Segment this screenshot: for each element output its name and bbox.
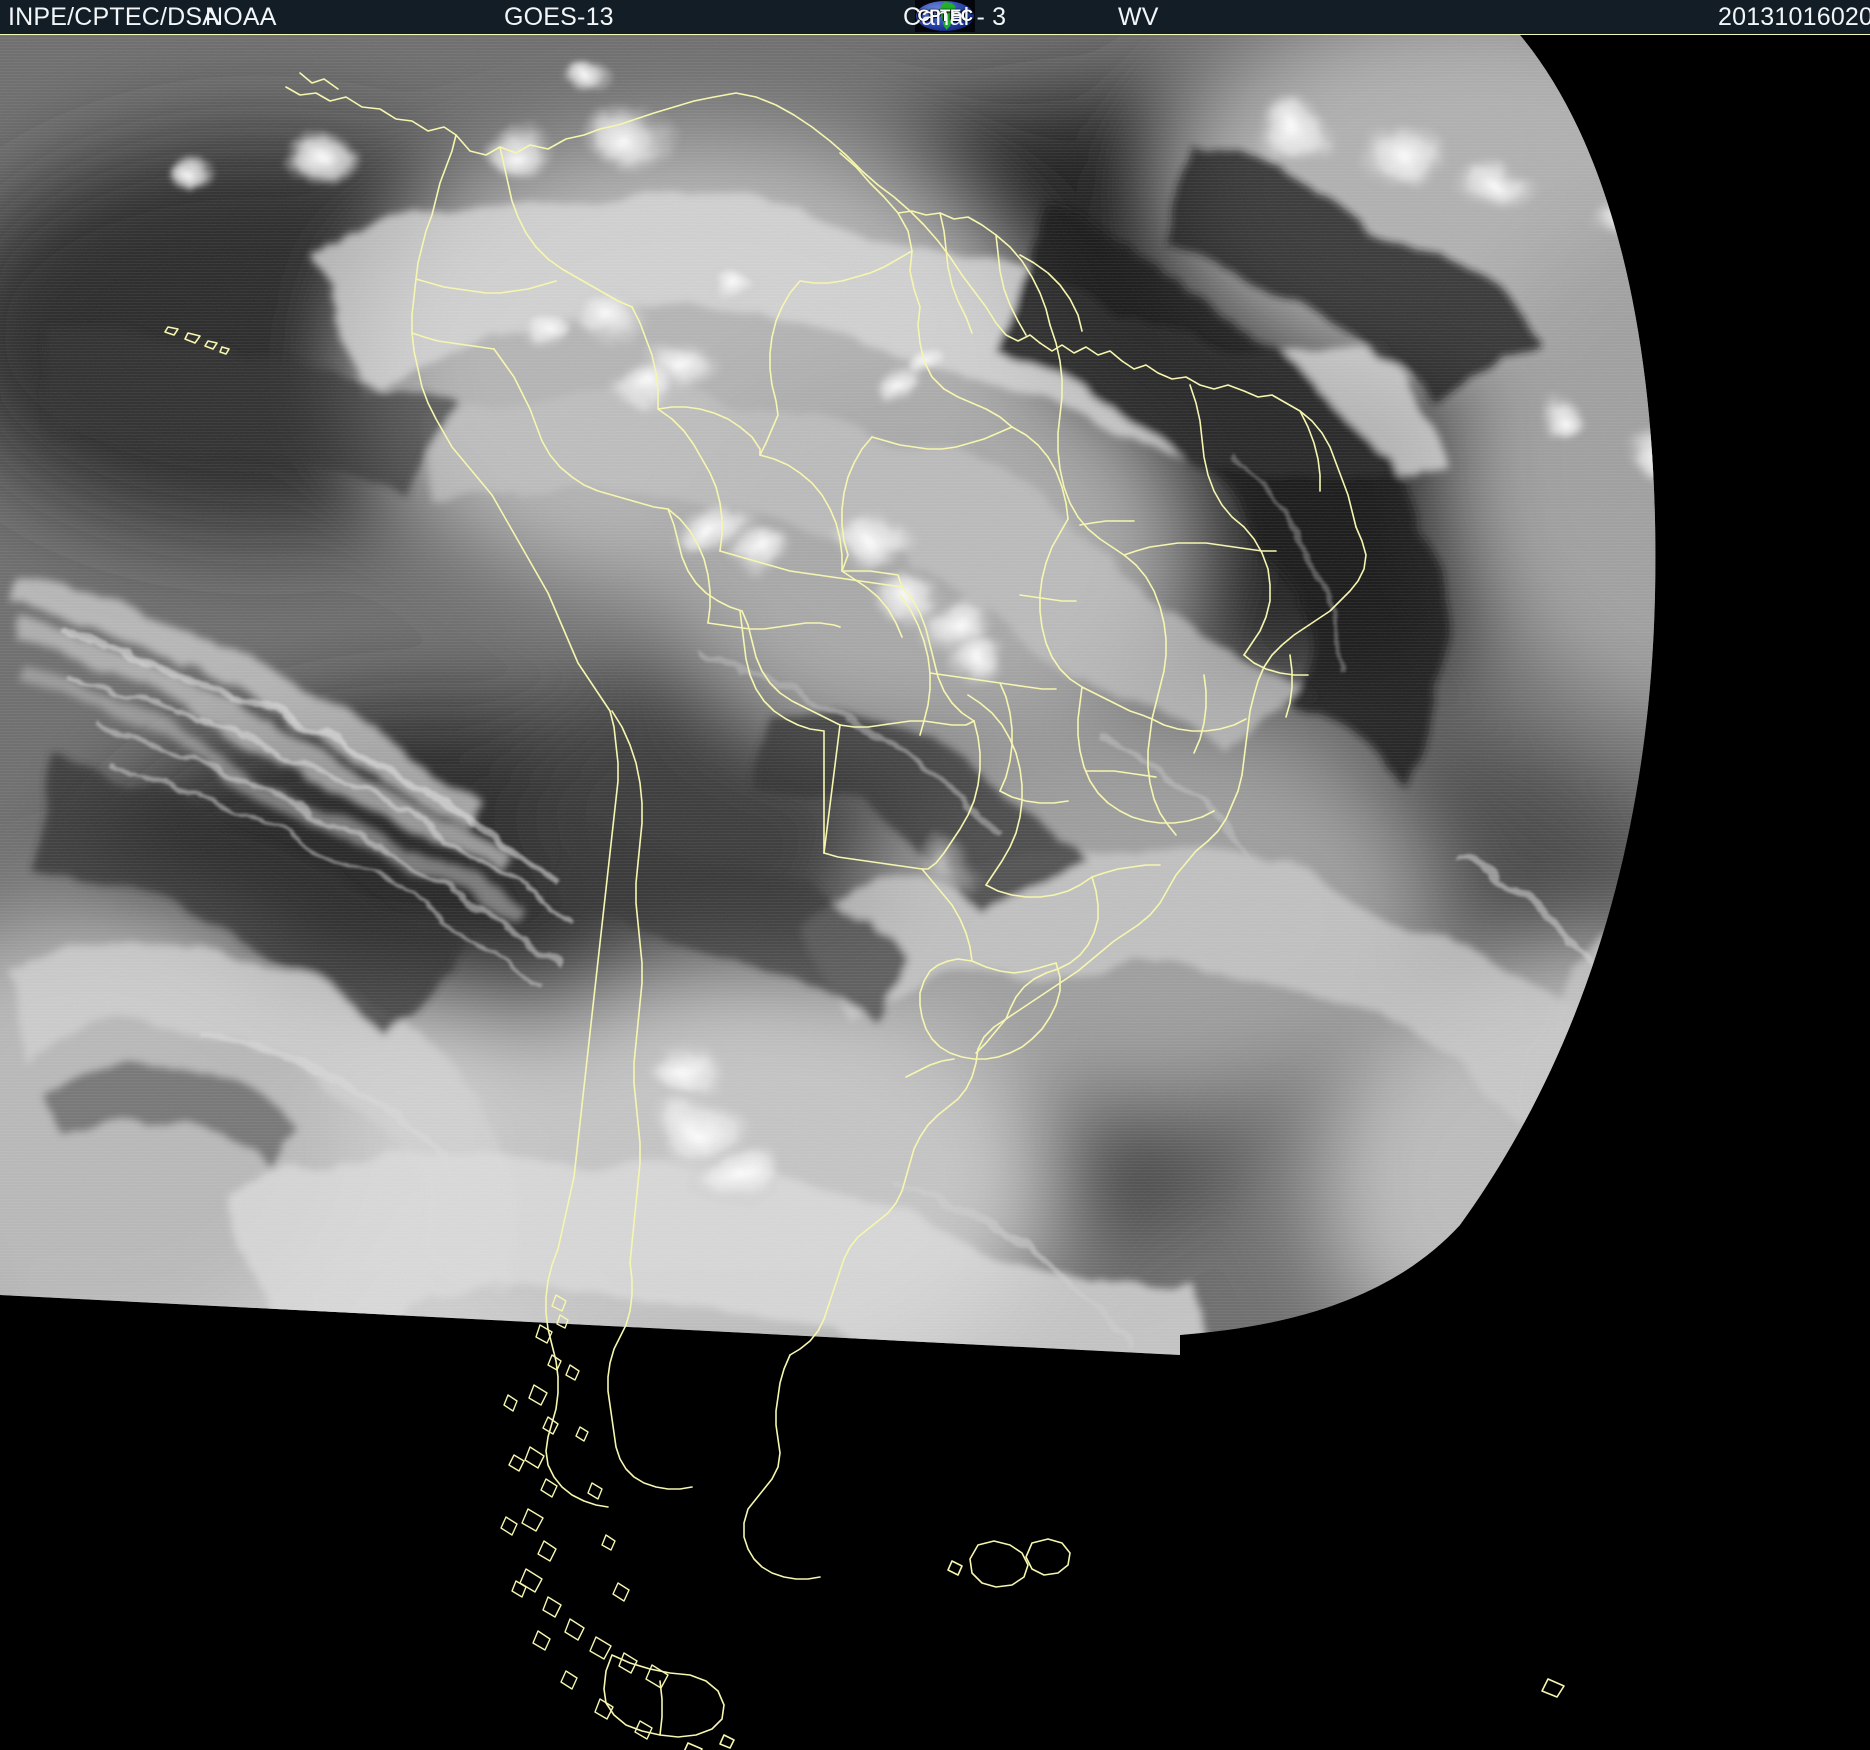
header-separator-line bbox=[0, 34, 1870, 35]
header-timestamp-label: 201310160200 bbox=[1718, 3, 1870, 31]
header-agency-label: NOAA bbox=[205, 3, 277, 31]
satellite-image-canvas bbox=[0, 35, 1870, 1750]
geopolitical-boundaries bbox=[164, 72, 1565, 1750]
header-channel-label: Canal - 3 bbox=[903, 3, 1007, 31]
header-bar: INPE/CPTEC/DSA NOAA GOES-13 CPTEC Canal … bbox=[0, 0, 1870, 34]
water-vapor-imagery bbox=[0, 35, 1870, 1750]
header-channel-type: WV bbox=[1118, 3, 1159, 31]
header-satellite-label: GOES-13 bbox=[504, 3, 614, 31]
cptec-logo-icon: CPTEC bbox=[915, 0, 975, 32]
logo-wordmark: CPTEC bbox=[917, 6, 973, 25]
header-source-label: INPE/CPTEC/DSA bbox=[8, 3, 220, 31]
